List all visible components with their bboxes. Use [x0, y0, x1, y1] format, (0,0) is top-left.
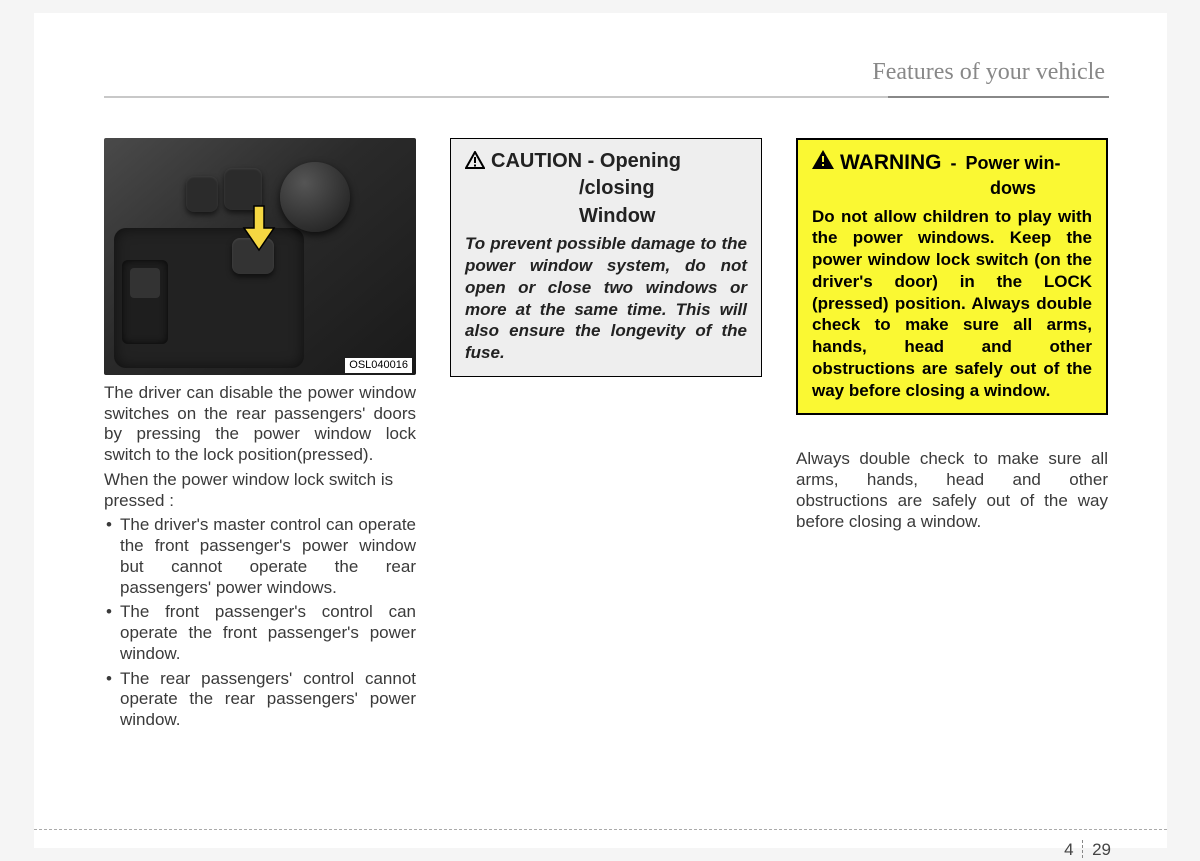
- page-number: 4 29: [1064, 840, 1111, 860]
- figure-code: OSL040016: [345, 358, 412, 373]
- separator-icon: [1082, 840, 1083, 858]
- lock-button-small: [186, 176, 218, 212]
- warning-label: WARNING - Power win-: [840, 150, 1061, 176]
- mirror-dial: [280, 162, 350, 232]
- paragraph: Always double check to make sure all arm…: [796, 449, 1108, 532]
- page-num: 29: [1092, 840, 1111, 859]
- warning-body: Do not allow children to play with the p…: [812, 206, 1092, 402]
- section-title: Features of your vehicle: [872, 59, 1105, 85]
- caution-heading: CAUTION - Opening: [465, 149, 747, 173]
- warning-box: WARNING - Power win- dows Do not allow c…: [796, 138, 1108, 415]
- lock-button-large: [224, 168, 262, 210]
- page-footer: 4 29: [34, 829, 1167, 838]
- warning-heading: WARNING - Power win-: [812, 150, 1092, 176]
- figure-door-panel: OSL040016: [104, 138, 416, 375]
- manual-page: Features of your vehicle OSL040016 The d…: [34, 13, 1167, 848]
- paragraph: When the power window lock switch is pre…: [104, 470, 416, 511]
- caution-box: CAUTION - Opening /closing Window To pre…: [450, 138, 762, 377]
- warning-triangle-icon: [812, 150, 834, 176]
- list-item: The front passenger's control can operat…: [104, 602, 416, 664]
- window-switch: [122, 260, 168, 344]
- column-1: OSL040016 The driver can disable the pow…: [104, 138, 416, 735]
- paragraph: The driver can disable the power window …: [104, 383, 416, 466]
- list-item: The rear passengers' control cannot oper…: [104, 669, 416, 731]
- section-header: Features of your vehicle: [104, 59, 1109, 96]
- column-3: WARNING - Power win- dows Do not allow c…: [796, 138, 1108, 735]
- bullet-list: The driver's master control can operate …: [104, 515, 416, 730]
- caution-body: To prevent possible damage to the power …: [465, 233, 747, 364]
- header-rule: [104, 96, 1109, 98]
- caution-subtitle: /closing: [465, 177, 747, 199]
- caution-triangle-icon: [465, 151, 485, 173]
- content-columns: OSL040016 The driver can disable the pow…: [104, 138, 1109, 735]
- caution-label: CAUTION - Opening: [491, 149, 681, 173]
- column-2: CAUTION - Opening /closing Window To pre…: [450, 138, 762, 735]
- warning-subtitle: dows: [812, 178, 1092, 200]
- caution-subtitle: Window: [465, 205, 747, 227]
- list-item: The driver's master control can operate …: [104, 515, 416, 598]
- chapter-number: 4: [1064, 840, 1073, 859]
